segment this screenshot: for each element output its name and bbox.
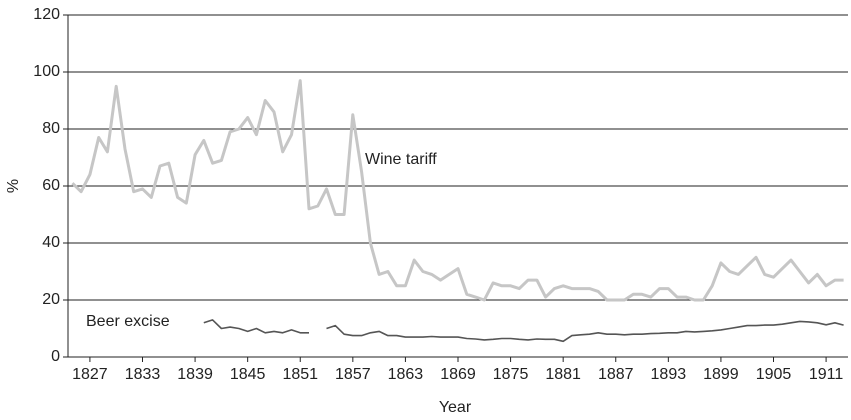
x-tick-label: 1863 <box>388 366 424 383</box>
y-tick-label: 20 <box>42 291 60 308</box>
x-tick-label: 1833 <box>125 366 161 383</box>
y-tick-label: 100 <box>33 63 60 80</box>
y-tick-label: 120 <box>33 6 60 23</box>
x-tick-label: 1857 <box>335 366 371 383</box>
y-tick-label: 0 <box>51 348 60 365</box>
x-tick-label: 1827 <box>72 366 108 383</box>
x-tick-label: 1905 <box>756 366 792 383</box>
line <box>203 319 844 343</box>
y-tick-label: 40 <box>42 234 60 251</box>
x-tick-label: 1893 <box>651 366 687 383</box>
series-label: Wine tariff <box>365 151 437 168</box>
series-label: Beer excise <box>86 313 170 330</box>
x-tick-label: 1899 <box>703 366 739 383</box>
y-tick-label: 80 <box>42 120 60 137</box>
x-tick-label: 1911 <box>809 366 844 383</box>
x-axis-label: Year <box>439 399 472 416</box>
x-tick-label: 1875 <box>493 366 529 383</box>
x-tick-label: 1887 <box>598 366 634 383</box>
x-tick-label: 1881 <box>545 366 581 383</box>
y-axis-label: % <box>5 179 22 193</box>
x-tick-label: 1851 <box>282 366 318 383</box>
x-tick-label: 1869 <box>440 366 476 383</box>
line <box>71 79 844 302</box>
x-tick-label: 1845 <box>230 366 266 383</box>
y-tick-label: 60 <box>42 177 60 194</box>
x-tick-label: 1839 <box>177 366 213 383</box>
